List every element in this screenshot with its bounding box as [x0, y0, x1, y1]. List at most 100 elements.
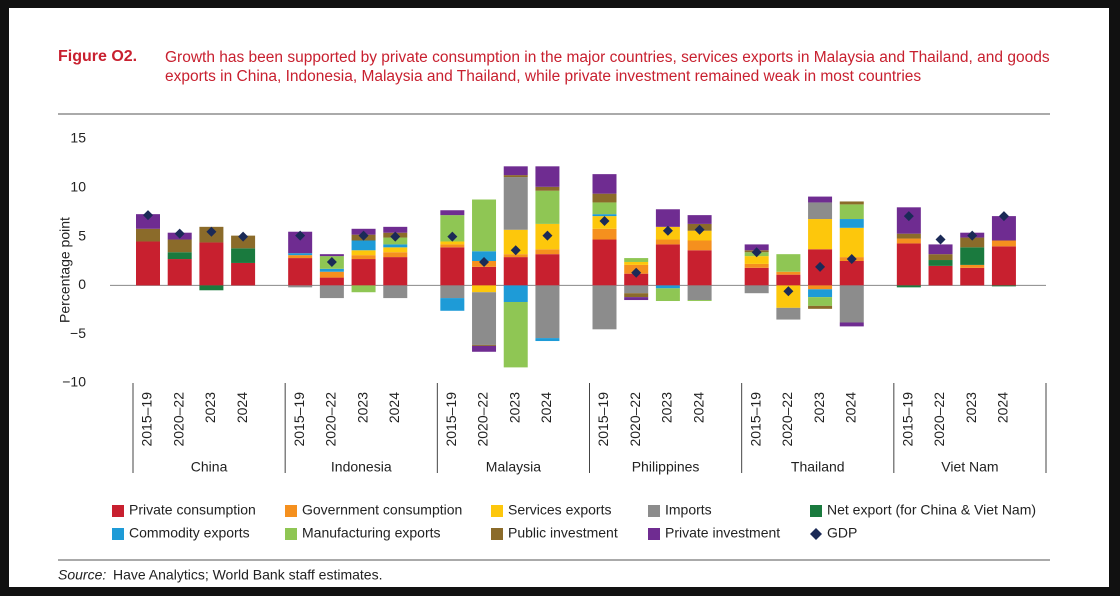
- bar-segment: [687, 250, 712, 286]
- gdp-marker: [390, 231, 401, 242]
- bar-segment: [808, 285, 833, 290]
- x-tick-label: 2015–19: [139, 392, 155, 447]
- bar-segment: [624, 293, 649, 298]
- bar-segment: [655, 244, 680, 286]
- y-tick-label: 10: [70, 179, 86, 195]
- bar-segment: [288, 258, 313, 286]
- bar-segment: [503, 177, 528, 230]
- source-text: Have Analytics; World Bank staff estimat…: [113, 567, 383, 583]
- bar-segment: [440, 285, 465, 299]
- gdp-marker: [967, 230, 978, 241]
- bar-segment: [288, 255, 313, 259]
- gdp-marker: [510, 245, 521, 256]
- bar-segment: [231, 235, 256, 249]
- group-label: Indonesia: [331, 459, 392, 475]
- group-label: China: [191, 459, 228, 475]
- bar-segment: [383, 252, 408, 258]
- legend-label: Imports: [665, 502, 712, 518]
- bar-segment: [383, 226, 408, 233]
- x-tick-label: 2024: [386, 392, 402, 423]
- bar-segment: [199, 285, 224, 291]
- x-tick-label: 2020–22: [475, 392, 491, 447]
- x-tick-label: 2015–19: [595, 392, 611, 447]
- bar-segment: [839, 285, 864, 323]
- x-tick-label: 2020–22: [627, 392, 643, 447]
- gdp-marker: [599, 215, 610, 226]
- legend-label: Manufacturing exports: [302, 525, 441, 541]
- legend-swatch: [491, 528, 503, 540]
- bar-segment: [808, 202, 833, 220]
- bar-segment: [839, 322, 864, 327]
- bar-segment: [535, 338, 560, 342]
- bar-segment: [503, 175, 528, 178]
- y-tick-label: 0: [78, 276, 86, 292]
- legend-swatch: [112, 505, 124, 517]
- bar-segment: [991, 285, 1016, 287]
- gdp-marker: [479, 256, 490, 267]
- x-tick-label: 2023: [811, 392, 827, 423]
- bar-segment: [503, 166, 528, 176]
- bar-segment: [472, 251, 497, 261]
- gdp-marker: [846, 254, 857, 265]
- x-tick-label: 2024: [690, 392, 706, 423]
- gdp-marker: [238, 231, 249, 242]
- bar-segment: [351, 255, 376, 260]
- gdp-marker: [143, 210, 153, 221]
- bar-segment: [288, 231, 313, 254]
- bar-segment: [960, 247, 985, 265]
- chart-title: Growth has been supported by private con…: [165, 49, 1050, 85]
- bar-segment: [288, 285, 313, 288]
- bar-segment: [319, 271, 344, 278]
- figure-label: Figure O2.: [58, 48, 138, 65]
- bar-segment: [687, 285, 712, 301]
- bar-segment: [535, 254, 560, 286]
- bar-segment: [592, 239, 617, 286]
- x-tick-label: 2020–22: [323, 392, 339, 447]
- bar-segment: [655, 288, 680, 302]
- x-tick-label: 2020–22: [170, 392, 186, 447]
- legend-swatch: [285, 505, 297, 517]
- x-tick-label: 2015–19: [747, 392, 763, 447]
- bar-segment: [776, 271, 801, 275]
- bar-segment: [808, 289, 833, 298]
- y-axis-label: Percentage point: [57, 217, 73, 323]
- bar-segment: [503, 301, 528, 368]
- bar-segment: [383, 244, 408, 248]
- bar-segment: [472, 344, 497, 346]
- bar-segment: [383, 247, 408, 253]
- bar-segment: [624, 261, 649, 265]
- bar-segment: [960, 264, 985, 268]
- bar-segment: [288, 253, 313, 256]
- source-label: Source:: [58, 567, 106, 583]
- bar-segment: [535, 186, 560, 191]
- bar-segment: [839, 204, 864, 220]
- bar-segment: [351, 240, 376, 251]
- gdp-marker: [662, 225, 673, 236]
- gdp-marker: [751, 247, 762, 258]
- bar-segment: [776, 307, 801, 320]
- bar-segment: [440, 298, 465, 311]
- bar-segment: [839, 201, 864, 205]
- bar-segment: [744, 256, 769, 264]
- legend-label: Services exports: [508, 502, 611, 518]
- x-tick-label: 2024: [842, 392, 858, 423]
- bar-segment: [440, 241, 465, 245]
- x-tick-label: 2023: [202, 392, 218, 423]
- bar-segment: [319, 277, 344, 286]
- bar-segment: [687, 230, 712, 241]
- bar-segment: [231, 248, 256, 263]
- x-tick-label: 2023: [963, 392, 979, 423]
- bar-segment: [351, 285, 376, 293]
- bar-segment: [535, 249, 560, 255]
- bar-segment: [808, 196, 833, 203]
- legend-swatch: [810, 528, 822, 540]
- bar-segment: [351, 250, 376, 256]
- bar-segment: [592, 174, 617, 194]
- gdp-marker: [206, 226, 217, 237]
- bar-segment: [776, 274, 801, 286]
- bar-segment: [440, 244, 465, 248]
- bar-segment: [503, 257, 528, 286]
- gdp-marker: [326, 256, 337, 267]
